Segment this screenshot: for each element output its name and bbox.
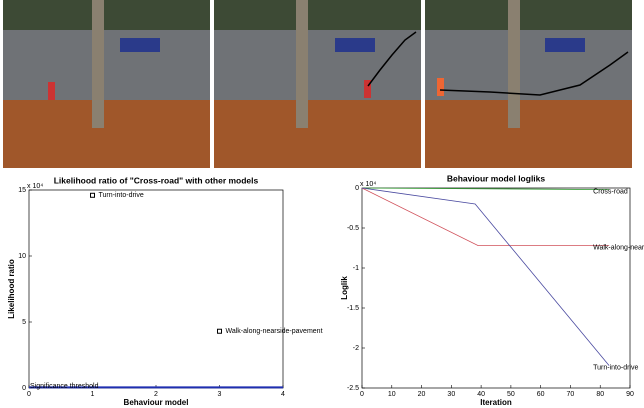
x-tick-label: 1	[91, 391, 95, 398]
y-tick-label: -1	[353, 265, 359, 272]
y-axis-label: Likelihood ratio	[7, 259, 16, 319]
x-tick-label: 20	[418, 391, 426, 398]
point	[218, 329, 222, 333]
x-tick-label: 70	[567, 391, 575, 398]
chart-title: Likelihood ratio of "Cross-road" with ot…	[54, 175, 259, 185]
point	[91, 193, 95, 197]
line	[362, 188, 609, 366]
series-label: Cross-road	[593, 188, 628, 195]
x-tick-label: 40	[477, 391, 485, 398]
photo	[425, 0, 632, 168]
series-label: Turn-into-drive	[593, 364, 638, 371]
y-tick-label: 0	[22, 385, 26, 392]
plot-area	[29, 190, 283, 388]
y-tick-label: -0.5	[347, 225, 359, 232]
x-tick-label: 3	[218, 391, 222, 398]
y-tick-label: -1.5	[347, 305, 359, 312]
series-label: Walk-along-nearsid	[593, 244, 644, 251]
x-tick-label: 4	[281, 391, 285, 398]
y-axis-label: Loglik	[340, 276, 349, 300]
y-tick-label: 15	[18, 187, 26, 194]
x-axis-label: Behaviour model	[124, 398, 189, 407]
x-tick-label: 60	[537, 391, 545, 398]
y-tick-label: -2.5	[347, 385, 359, 392]
x-tick-label: 0	[360, 391, 364, 398]
y-multiplier: x 10⁴	[360, 181, 376, 188]
x-tick-label: 30	[447, 391, 455, 398]
photo	[3, 0, 210, 168]
point-label: Walk-along-nearside-pavement	[226, 328, 323, 335]
chart-title: Behaviour model logliks	[447, 173, 546, 183]
y-tick-label: 10	[18, 253, 26, 260]
photo	[214, 0, 421, 168]
plot-area	[362, 188, 630, 388]
x-tick-label: 2	[154, 391, 158, 398]
x-tick-label: 0	[27, 391, 31, 398]
y-tick-label: 5	[22, 319, 26, 326]
y-tick-label: 0	[355, 185, 359, 192]
threshold-label: Significance threshold	[30, 383, 99, 390]
y-tick-label: -2	[353, 345, 359, 352]
point-label: Turn-into-drive	[99, 192, 144, 199]
x-tick-label: 80	[596, 391, 604, 398]
page: Likelihood ratio of "Cross-road" with ot…	[0, 0, 644, 408]
x-tick-label: 90	[626, 391, 634, 398]
x-tick-label: 10	[388, 391, 396, 398]
x-axis-label: Iteration	[480, 398, 512, 407]
figure: Likelihood ratio of "Cross-road" with ot…	[0, 0, 644, 408]
x-tick-label: 50	[507, 391, 515, 398]
y-multiplier: x 10⁴	[27, 183, 43, 190]
